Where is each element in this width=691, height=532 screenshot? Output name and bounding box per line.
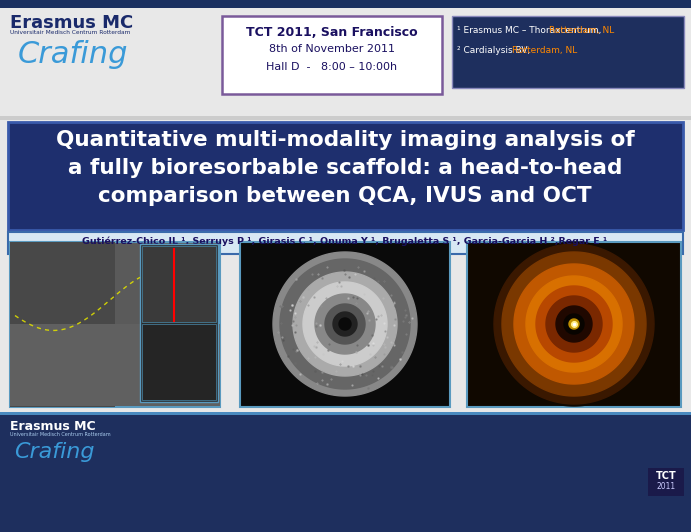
Bar (467, 242, 681, 407)
Polygon shape (303, 282, 387, 366)
Text: Erasmus MC: Erasmus MC (10, 14, 133, 32)
Polygon shape (339, 318, 351, 330)
Polygon shape (536, 286, 612, 362)
Text: 8th of November 2011: 8th of November 2011 (269, 44, 395, 54)
Bar (0, 412, 691, 415)
Bar (10, 242, 220, 407)
Bar (452, 16, 684, 88)
Text: Gutiérrez-Chico JL ¹, Serruys P ¹, Girasis C ¹, Onuma Y ¹, Brugaletta S ¹, Garci: Gutiérrez-Chico JL ¹, Serruys P ¹, Giras… (82, 236, 607, 245)
Text: Universitair Medisch Centrum Rotterdam: Universitair Medisch Centrum Rotterdam (10, 30, 131, 35)
Polygon shape (514, 264, 634, 384)
Text: Crafing: Crafing (14, 442, 95, 462)
Text: TCT 2011, San Francisco: TCT 2011, San Francisco (246, 26, 418, 39)
Bar (222, 16, 442, 94)
Text: comparison between QCA, IVUS and OCT: comparison between QCA, IVUS and OCT (98, 186, 591, 206)
Polygon shape (267, 246, 423, 402)
Bar (240, 242, 450, 407)
Text: Crafing: Crafing (18, 40, 129, 69)
Polygon shape (556, 306, 592, 342)
Bar (140, 244, 218, 402)
Text: ¹ Erasmus MC – Thoraxcentrum,: ¹ Erasmus MC – Thoraxcentrum, (457, 26, 607, 35)
Text: Rotterdam, NL: Rotterdam, NL (512, 46, 577, 55)
Polygon shape (526, 276, 622, 372)
Text: Rotterdam, NL: Rotterdam, NL (549, 26, 614, 35)
Text: ² Cardialysis BV,: ² Cardialysis BV, (457, 46, 536, 55)
Polygon shape (273, 252, 417, 396)
Polygon shape (564, 314, 584, 334)
Bar (8, 122, 683, 230)
Polygon shape (572, 322, 576, 326)
Text: Quantitative multi-modality imaging analysis of: Quantitative multi-modality imaging anal… (55, 130, 634, 150)
Text: Universitair Medisch Centrum Rotterdam: Universitair Medisch Centrum Rotterdam (10, 432, 111, 437)
Polygon shape (315, 294, 375, 354)
Polygon shape (502, 252, 646, 396)
Text: Hall D  -   8:00 – 10:00h: Hall D - 8:00 – 10:00h (267, 62, 397, 72)
Polygon shape (293, 272, 397, 376)
Polygon shape (494, 244, 654, 404)
Bar (10, 242, 115, 407)
Bar (0, 116, 691, 120)
Polygon shape (280, 259, 410, 389)
Bar (0, 8, 691, 116)
Text: TCT: TCT (656, 471, 676, 481)
Text: Erasmus MC: Erasmus MC (10, 420, 95, 433)
Text: 2011: 2011 (656, 482, 676, 491)
Polygon shape (333, 312, 357, 336)
Bar (648, 468, 684, 496)
Polygon shape (325, 304, 365, 344)
Bar (8, 232, 683, 254)
Bar (142, 324, 216, 400)
Bar (10, 324, 220, 406)
Polygon shape (569, 319, 579, 329)
Bar (0, 0, 691, 8)
Bar (0, 412, 691, 532)
Polygon shape (546, 296, 602, 352)
Text: a fully bioresorbable scaffold: a head-to-head: a fully bioresorbable scaffold: a head-t… (68, 158, 622, 178)
Bar (142, 246, 216, 322)
Polygon shape (492, 242, 656, 406)
